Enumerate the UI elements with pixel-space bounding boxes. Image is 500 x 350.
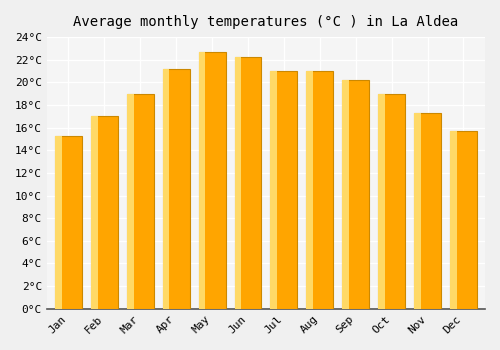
Bar: [198, 52, 205, 309]
Bar: [342, 80, 369, 309]
Bar: [342, 80, 349, 309]
Bar: [306, 71, 313, 309]
Bar: [450, 131, 477, 309]
Bar: [414, 113, 441, 309]
Bar: [55, 135, 82, 309]
Bar: [378, 94, 385, 309]
Bar: [127, 94, 134, 309]
Bar: [162, 69, 190, 309]
Bar: [270, 71, 277, 309]
Bar: [306, 71, 334, 309]
Bar: [162, 69, 170, 309]
Bar: [414, 113, 421, 309]
Bar: [55, 135, 62, 309]
Title: Average monthly temperatures (°C ) in La Aldea: Average monthly temperatures (°C ) in La…: [74, 15, 458, 29]
Bar: [91, 116, 118, 309]
Bar: [450, 131, 456, 309]
Bar: [198, 52, 226, 309]
Bar: [91, 116, 98, 309]
Bar: [234, 57, 262, 309]
Bar: [270, 71, 297, 309]
Bar: [234, 57, 241, 309]
Bar: [127, 94, 154, 309]
Bar: [378, 94, 405, 309]
